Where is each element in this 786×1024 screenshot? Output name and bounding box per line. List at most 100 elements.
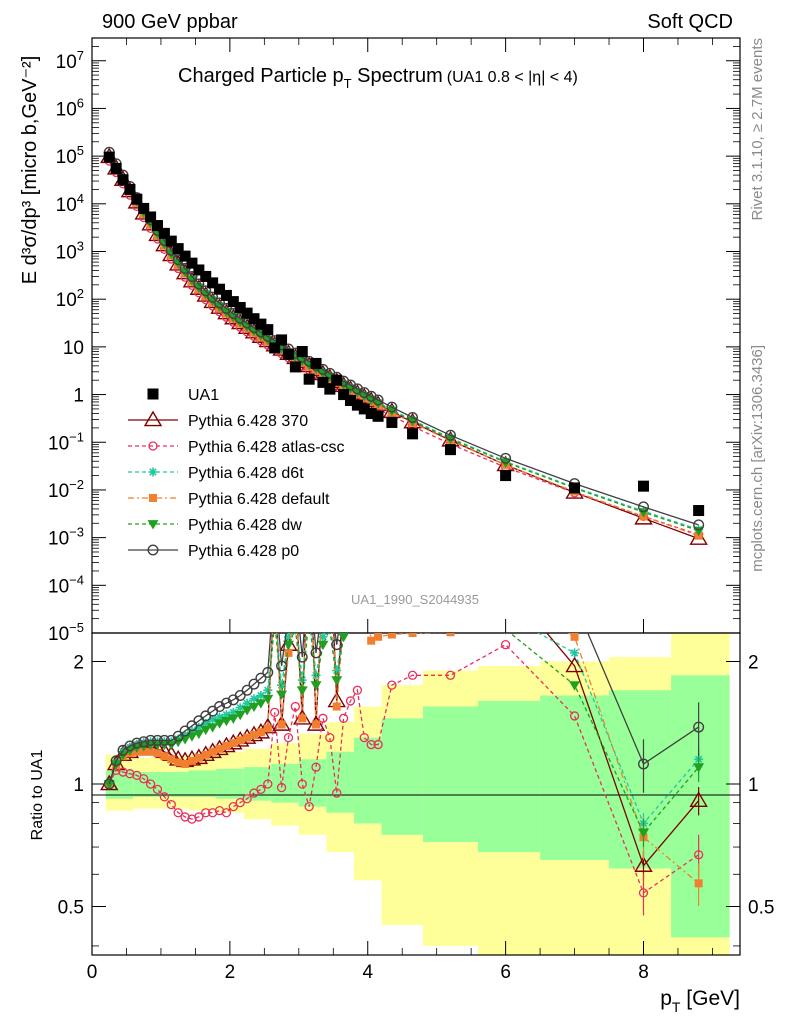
main-ytick-label-10: 10−3 (48, 525, 84, 550)
ratio-point-atlas (270, 707, 280, 717)
mcplots-label: mcplots.cern.ch [arXiv:1306.3436] (749, 345, 766, 572)
ratio-point-atlas (125, 769, 135, 779)
xtick-label-2: 4 (362, 962, 373, 983)
ratio-point-atlas (166, 799, 176, 810)
main-ytick-label-5: 102 (56, 286, 84, 311)
main-y-axis-label: E d³σ/dp³ [micro b,GeV⁻²] (19, 56, 41, 285)
ratio-point-d6t (215, 712, 225, 722)
ratio-point-d6t (297, 675, 307, 685)
ratio-point-default (215, 744, 224, 753)
ratio-point-atlas (338, 713, 349, 723)
ratio-point-d6t (208, 715, 218, 725)
main-ytick-label-8: 10−1 (48, 429, 84, 454)
ratio-point-d6t (332, 666, 342, 676)
data-point-ua1 (220, 289, 232, 301)
ratio-point-p0 (262, 666, 274, 678)
data-point-ua1 (262, 324, 274, 336)
ratio-point-default (160, 752, 169, 761)
main-point-p0 (207, 291, 219, 303)
ratio-point-dw (220, 716, 232, 727)
data-point-ua1 (296, 345, 308, 357)
main-point-p0 (358, 387, 370, 399)
ratio-point-atlas (256, 784, 266, 795)
ratio-point-dw (214, 719, 226, 729)
ratio-point-dw (407, 575, 418, 584)
main-point-p0 (372, 394, 384, 406)
ratio-point-p0 (359, 543, 369, 553)
ratio-point-default (222, 741, 231, 750)
ratio-point-p0 (145, 734, 157, 746)
ratio-point-atlas (263, 779, 273, 789)
ratio-point-atlas (352, 685, 363, 695)
ratio-point-p0 (353, 558, 363, 568)
band-inner-13 (540, 695, 610, 861)
ratio-point-default (229, 739, 238, 748)
ratio-point-dw (276, 690, 288, 700)
data-point-ua1 (569, 482, 581, 494)
ratio-point-dw (234, 710, 246, 721)
band-inner-3 (188, 770, 217, 797)
ratio-point-p0 (151, 734, 163, 746)
legend-marker-p370 (143, 410, 163, 427)
ratio-point-d6t (291, 611, 300, 620)
data-point-ua1 (179, 250, 191, 262)
data-point-ua1 (317, 376, 329, 388)
ratio-point-p370 (384, 499, 400, 513)
ratio-point-default (387, 633, 396, 639)
ratio-point-atlas (345, 696, 356, 706)
data-point-ua1 (124, 183, 136, 195)
ratio-point-d6t (263, 685, 273, 695)
legend-marker-ua1 (147, 388, 159, 400)
data-point-ua1 (131, 193, 143, 205)
ratio-point-default (146, 747, 155, 756)
ratio-point-dw (317, 640, 329, 651)
data-point-ua1 (214, 283, 226, 295)
data-point-ua1 (117, 174, 129, 186)
main-series-layer (100, 146, 708, 545)
ratio-point-dw (103, 780, 115, 790)
ratio-point-atlas (407, 670, 418, 680)
ratio-point-dw (569, 681, 581, 691)
xtick-label-0: 0 (87, 962, 98, 983)
band-inner-4 (216, 768, 244, 799)
ratio-point-p0 (501, 506, 511, 516)
ratio-point-dw (504, 633, 507, 635)
ratio-point-atlas (311, 762, 321, 772)
legend-marker-default (149, 494, 157, 502)
ratio-point-atlas (118, 767, 128, 777)
ratio-point-default (201, 750, 210, 759)
ratio-y-axis-label: Ratio to UA1 (29, 750, 46, 841)
ratio-point-dw (310, 681, 322, 691)
data-point-ua1 (693, 505, 705, 517)
data-point-ua1 (351, 399, 363, 411)
ratio-point-default (319, 586, 327, 594)
ratio-point-d6t (346, 611, 355, 620)
ratio-point-d6t (180, 730, 190, 740)
ratio-point-p370 (442, 522, 458, 536)
ratio-point-p370 (301, 510, 317, 524)
main-ytick-label-2: 105 (56, 143, 84, 168)
ratio-point-default (291, 598, 299, 606)
ratio-series-layer (100, 499, 708, 916)
ratio-point-atlas (325, 732, 335, 743)
band-inner-10 (381, 718, 423, 835)
main-ytick-label-11: 10−4 (48, 572, 84, 597)
ratio-point-p0 (373, 543, 383, 553)
legend-marker-p0 (147, 544, 159, 556)
ratio-point-atlas (500, 640, 511, 650)
data-point-ua1 (172, 243, 184, 255)
ratio-point-p0 (304, 558, 314, 568)
ratio-point-atlas (366, 739, 376, 750)
ratio-point-p370 (322, 531, 338, 545)
ratio-point-d6t (235, 703, 245, 713)
ratio-point-dw (200, 725, 212, 736)
data-point-ua1 (103, 151, 115, 163)
ratio-point-dw (296, 686, 308, 696)
main-point-p0 (693, 519, 705, 531)
ratio-point-p0 (270, 574, 280, 584)
data-point-ua1 (186, 257, 198, 269)
ratio-point-d6t (305, 598, 314, 607)
data-point-ua1 (303, 373, 315, 385)
ratio-ytick-label-0: 0.5 (58, 897, 84, 918)
